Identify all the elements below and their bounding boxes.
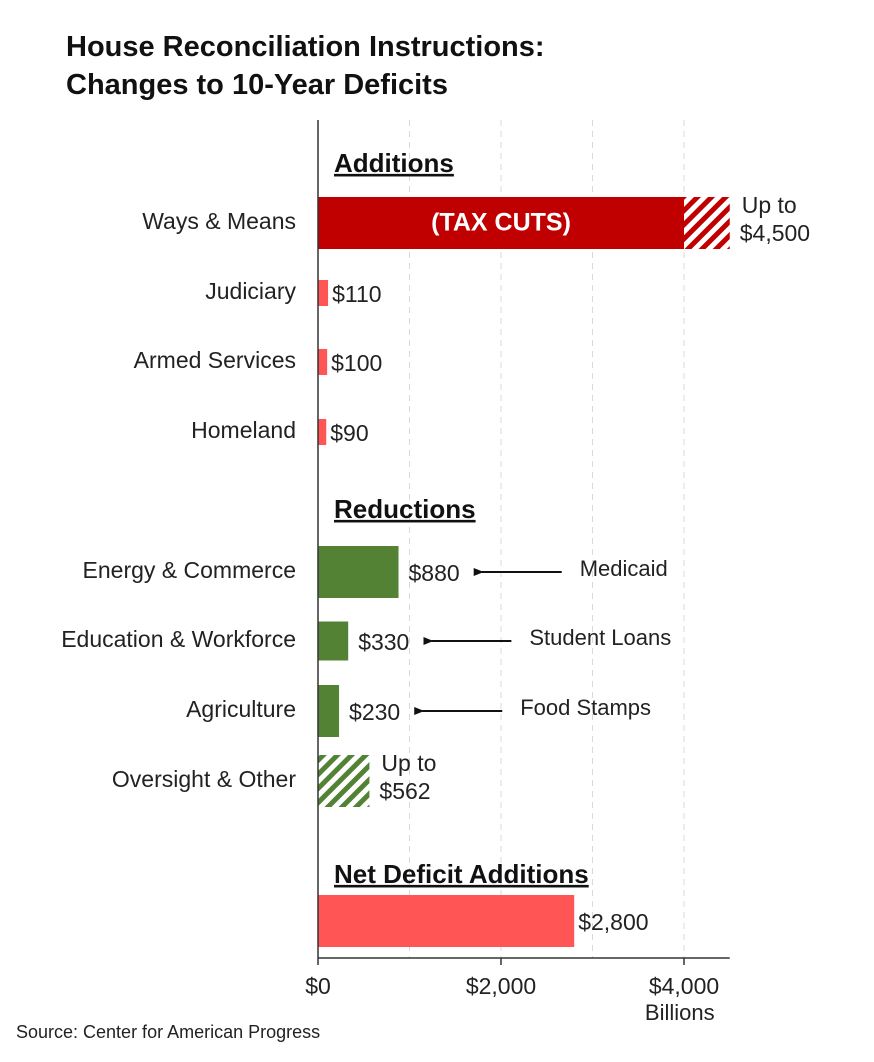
value-label: $880 <box>409 560 460 586</box>
value-label: $330 <box>358 629 409 655</box>
annotation-label: Food Stamps <box>520 695 651 720</box>
bar <box>318 419 327 445</box>
annotation-label: Medicaid <box>580 556 668 581</box>
chart-title-line1: House Reconciliation Instructions: <box>66 31 545 63</box>
value-label: $2,800 <box>578 909 648 935</box>
annotation-label: Student Loans <box>529 625 671 650</box>
bar <box>318 546 399 598</box>
in-bar-label: (TAX CUTS) <box>431 209 571 237</box>
chart-title-line2: Changes to 10-Year Deficits <box>66 69 448 101</box>
grid-lines <box>409 120 685 958</box>
bar <box>318 197 684 249</box>
value-label: Up to <box>742 192 797 218</box>
bar <box>318 349 328 375</box>
section-label: Net Deficit Additions <box>334 859 589 889</box>
value-label: $562 <box>379 778 430 804</box>
bar-range <box>684 197 730 249</box>
category-label: Homeland <box>191 417 296 443</box>
section-label: Reductions <box>334 494 476 524</box>
source-note: Source: Center for American Progress <box>16 1022 321 1042</box>
chart-title: House Reconciliation Instructions: Chang… <box>66 28 545 104</box>
x-tick-label: $2,000 <box>466 973 536 999</box>
category-label: Oversight & Other <box>112 766 296 792</box>
bar <box>318 685 340 737</box>
value-label: $110 <box>332 281 381 307</box>
value-label: $230 <box>349 699 400 725</box>
section-label: Additions <box>334 148 454 178</box>
bars <box>318 197 730 947</box>
value-label: Up to <box>381 750 436 776</box>
category-label: Ways & Means <box>142 208 296 234</box>
category-label: Agriculture <box>186 696 296 722</box>
bar-range <box>318 755 370 807</box>
bar <box>318 621 349 661</box>
category-label: Judiciary <box>205 278 296 304</box>
category-label: Education & Workforce <box>61 626 296 652</box>
bar <box>318 280 329 306</box>
value-label: $100 <box>331 350 382 376</box>
value-label: $90 <box>330 420 368 446</box>
bar <box>318 895 575 947</box>
category-label: Armed Services <box>134 347 296 373</box>
x-axis-label: Billions <box>645 1000 715 1020</box>
category-label: Energy & Commerce <box>83 557 296 583</box>
x-tick-label: $0 <box>305 973 331 999</box>
value-label: $4,500 <box>740 220 810 246</box>
x-tick-label: $4,000 <box>649 973 719 999</box>
